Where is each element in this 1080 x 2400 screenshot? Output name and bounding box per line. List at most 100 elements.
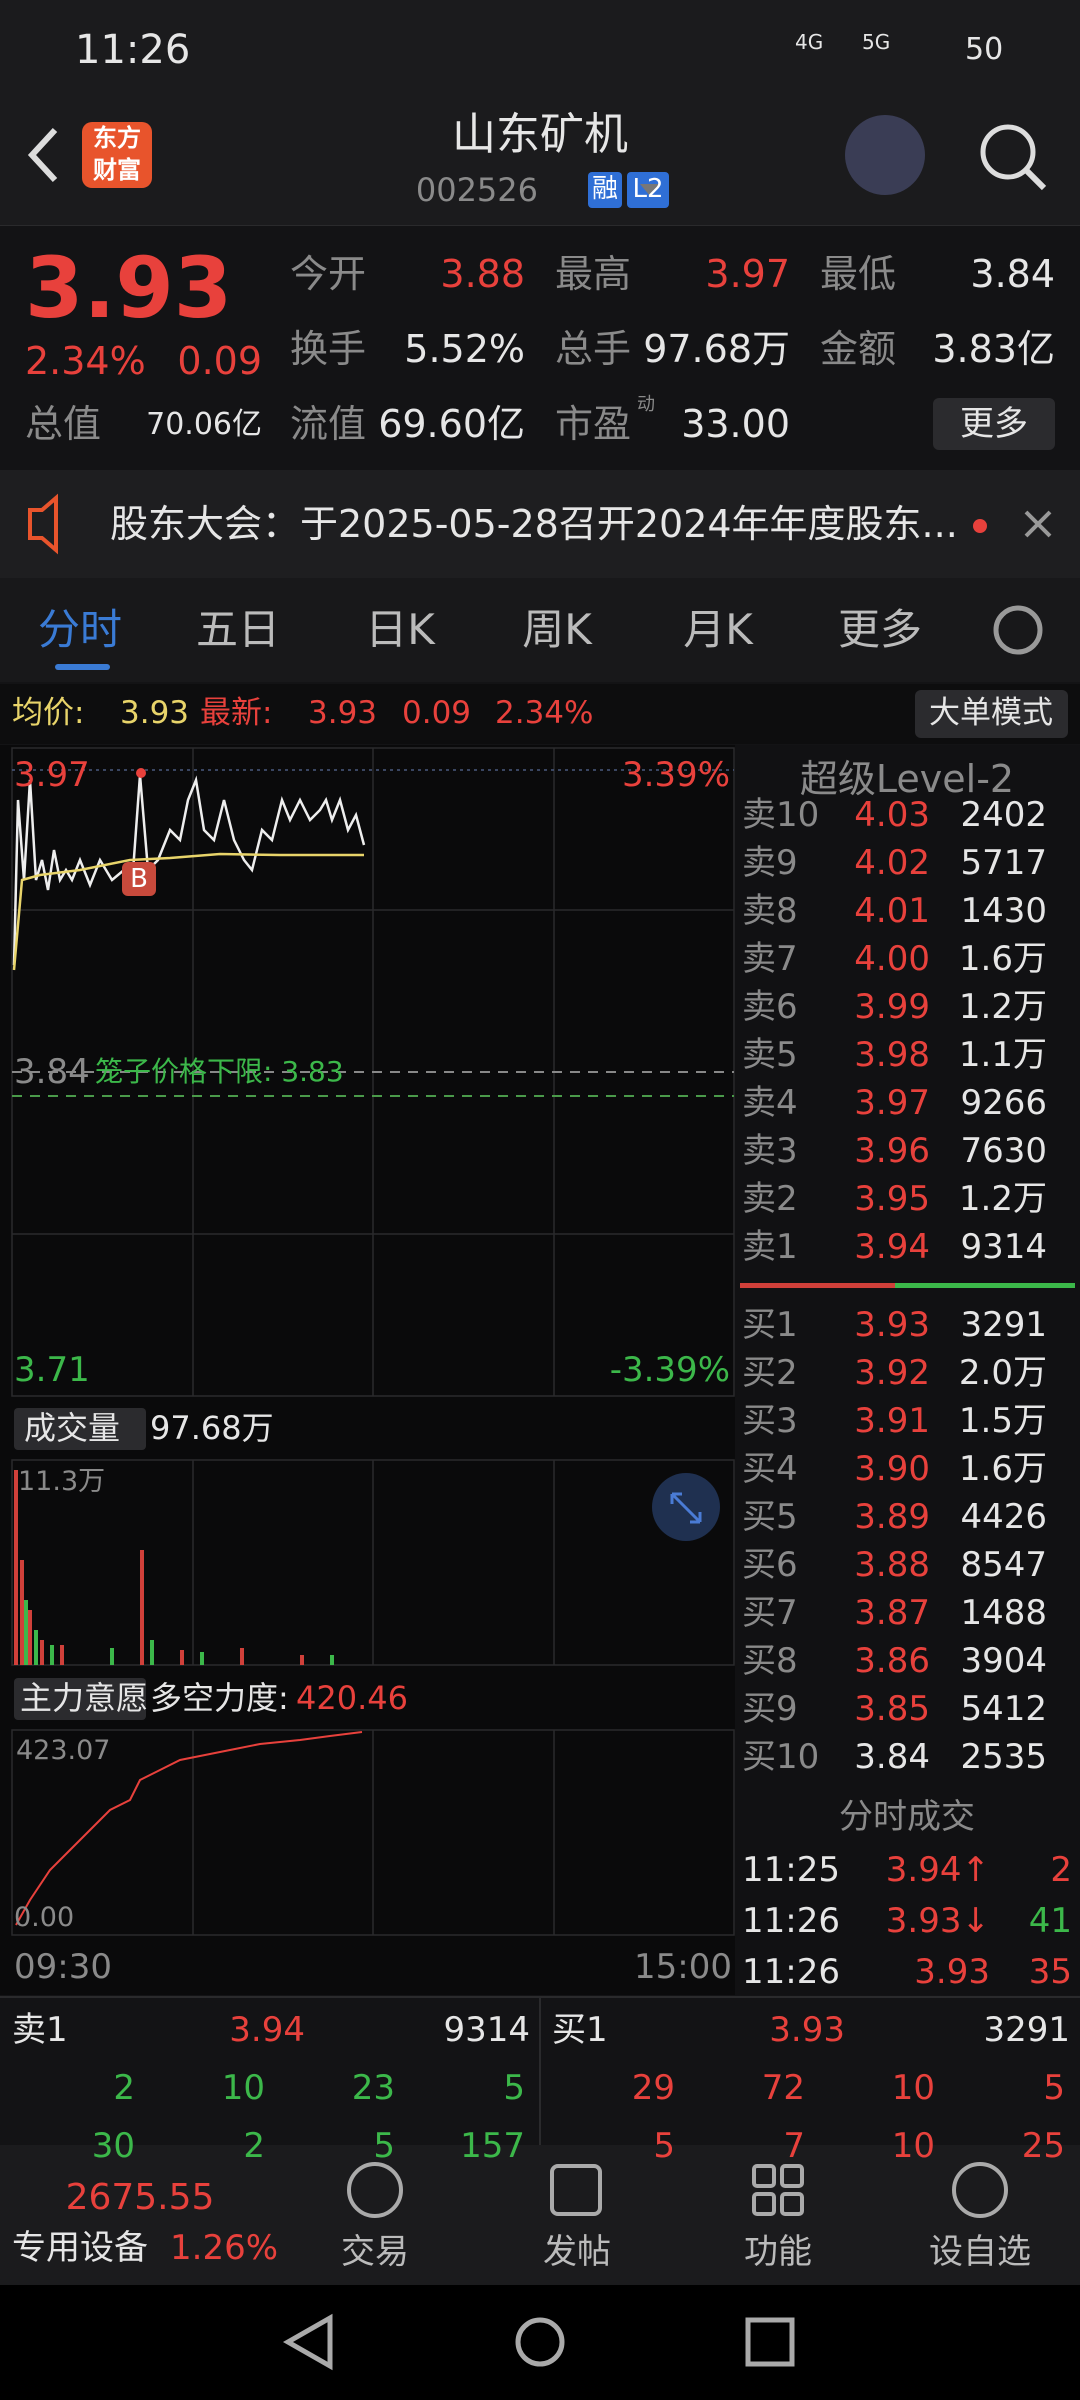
indicator-min: 0.00	[14, 1901, 75, 1933]
field-value: 5.52%	[404, 327, 525, 372]
bid-volume: 3291	[960, 1304, 1047, 1345]
tab[interactable]: 日K	[365, 604, 435, 654]
indicator-max: 423.07	[16, 1734, 111, 1766]
mode-button[interactable]: 大单模式	[929, 695, 1053, 732]
field-label: 最高	[555, 252, 632, 297]
ask-price: 4.02	[854, 842, 930, 883]
queue-order: 5	[1043, 2067, 1065, 2108]
field-label: 市盈	[555, 402, 632, 447]
bid-label: 买6	[742, 1544, 798, 1585]
bid-price: 3.87	[854, 1592, 930, 1633]
ask-volume: 1.2万	[958, 986, 1047, 1027]
nav-item[interactable]: 发帖	[543, 2231, 611, 2272]
ask-price: 3.95	[854, 1178, 930, 1219]
bid-volume: 8547	[960, 1544, 1047, 1585]
nav-item[interactable]: 交易	[341, 2231, 409, 2272]
queue-order: 29	[631, 2067, 675, 2108]
tab[interactable]: 周K	[522, 604, 592, 654]
ask-label: 卖4	[742, 1082, 798, 1123]
tab[interactable]: 分时	[37, 604, 122, 654]
field-value: 33.00	[681, 402, 790, 447]
trade-volume: 2	[1050, 1849, 1072, 1890]
ask-label: 卖2	[742, 1178, 798, 1219]
nav-item[interactable]: 设自选	[929, 2231, 1031, 2272]
tab[interactable]: 更多	[837, 604, 922, 654]
ask-label: 卖9	[742, 842, 798, 883]
ask-volume: 1.1万	[958, 1034, 1047, 1075]
notice[interactable]: 股东大会：于2025-05-28召开2024年年度股东...	[110, 502, 958, 547]
field-value: 70.06亿	[146, 407, 262, 442]
ask-label: 卖7	[742, 938, 798, 979]
bid-label: 买2	[742, 1352, 798, 1393]
queue-order: 10	[891, 2125, 935, 2166]
queue-order: 72	[761, 2067, 805, 2108]
bid-volume: 4426	[960, 1496, 1047, 1537]
field-label: 今开	[290, 252, 367, 297]
field-label: 总值	[25, 402, 102, 447]
index-pct: 1.26%	[170, 2227, 279, 2268]
tab[interactable]: 月K	[683, 604, 753, 654]
ask-price: 3.96	[854, 1130, 930, 1171]
bid-price: 3.90	[854, 1448, 930, 1489]
field-label: 金额	[820, 327, 897, 372]
queue-order: 5	[653, 2125, 675, 2166]
ask-price: 3.94	[854, 1226, 930, 1267]
more-button[interactable]: 更多	[960, 403, 1028, 444]
volume-label[interactable]: 成交量	[24, 1408, 121, 1447]
price-axis: 3.97	[14, 754, 90, 795]
trade-price: 3.93↓	[885, 1900, 990, 1941]
field-label: 流值	[290, 402, 367, 447]
bid-price: 3.88	[854, 1544, 930, 1585]
tab[interactable]: 五日	[195, 604, 280, 654]
bid-volume: 5412	[960, 1688, 1047, 1729]
ask-price: 4.01	[854, 890, 930, 931]
buy-marker: B	[130, 864, 148, 895]
queue-label: 卖1	[12, 2009, 68, 2050]
field-value: 3.97	[705, 252, 790, 297]
ask-volume: 5717	[960, 842, 1047, 883]
trade-time: 11:26	[742, 1951, 840, 1992]
ask-volume: 1.2万	[958, 1178, 1047, 1219]
bid-label: 买10	[742, 1736, 820, 1777]
ask-price: 3.97	[854, 1082, 930, 1123]
bid-label: 买8	[742, 1640, 798, 1681]
queue-order: 23	[351, 2067, 395, 2108]
queue-volume: 9314	[443, 2009, 530, 2050]
bid-label: 买5	[742, 1496, 798, 1537]
field-label: 最低	[820, 252, 897, 297]
force: 420.46	[296, 1678, 408, 1717]
bid-price: 3.92	[854, 1352, 930, 1393]
indicator-label[interactable]: 主力意愿	[20, 1678, 149, 1717]
queue-order: 2	[243, 2125, 265, 2166]
logo: 东方	[93, 123, 141, 152]
bid-volume: 1.6万	[958, 1448, 1047, 1489]
pct-axis: -3.39%	[609, 1349, 730, 1390]
ask-label: 卖1	[742, 1226, 798, 1267]
bid-volume: 1.5万	[958, 1400, 1047, 1441]
index-value[interactable]: 2675.55	[65, 2177, 215, 2219]
info-text: 均价:	[12, 695, 85, 732]
tag: 融	[591, 174, 618, 205]
field-label: 换手	[290, 327, 367, 372]
bid-price: 3.93	[854, 1304, 930, 1345]
queue-order: 7	[783, 2125, 805, 2166]
field-value: 3.83亿	[932, 327, 1055, 372]
bid-price: 3.89	[854, 1496, 930, 1537]
info-text: 3.93	[308, 695, 378, 732]
price: 3.93	[25, 238, 233, 337]
queue-order: 5	[373, 2125, 395, 2166]
nav-item[interactable]: 功能	[744, 2231, 812, 2272]
queue-price: 3.94	[229, 2009, 305, 2050]
queue-label: 买1	[552, 2009, 608, 2050]
ask-label: 卖6	[742, 986, 798, 1027]
trades-title[interactable]: 分时成交	[839, 1796, 975, 1837]
field-label: 总手	[555, 327, 632, 372]
queue-order: 5	[503, 2067, 525, 2108]
trade-volume: 41	[1028, 1900, 1072, 1941]
battery: 50	[965, 32, 1004, 67]
info-text: 最新:	[200, 695, 273, 732]
queue-price: 3.93	[769, 2009, 845, 2050]
ask-price: 3.98	[854, 1034, 930, 1075]
ask-label: 卖10	[742, 794, 820, 835]
force-label: 多空力度:	[150, 1678, 289, 1717]
